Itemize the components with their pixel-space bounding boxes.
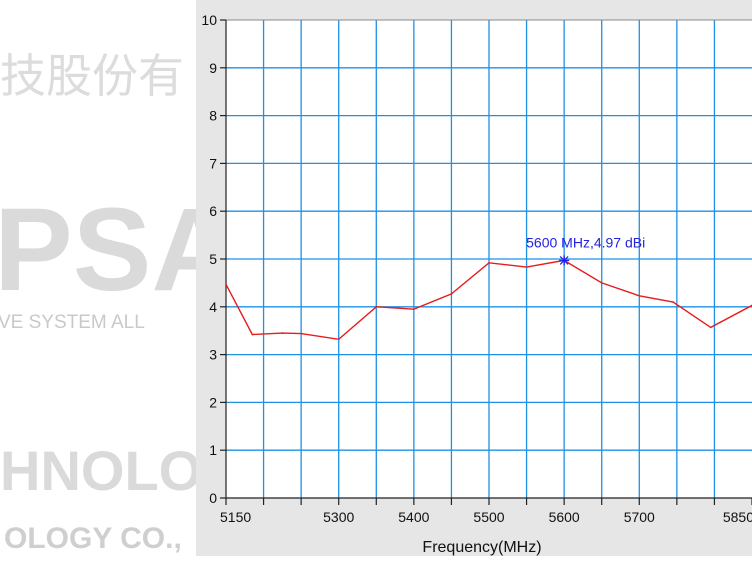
gain-series-line bbox=[225, 259, 752, 341]
peak-marker: 5600 MHz,4.97 dBi bbox=[526, 234, 645, 266]
data-point bbox=[709, 326, 712, 329]
y-tick-label: 6 bbox=[209, 203, 217, 219]
gain-chart: 0 1 2 3 4 5 6 7 8 9 10 5150 5300 5400 5500 5600 5700 5850… bbox=[201, 12, 752, 556]
y-tick-label: 2 bbox=[209, 394, 217, 410]
data-point bbox=[337, 338, 340, 341]
data-point bbox=[450, 293, 453, 295]
y-tick-label: 1 bbox=[209, 442, 217, 458]
watermark-text-3: VE SYSTEM ALL bbox=[0, 312, 145, 333]
marker-label: 5600 MHz,4.97 dBi bbox=[526, 234, 645, 250]
y-tick-label: 0 bbox=[209, 490, 217, 506]
data-point bbox=[413, 308, 415, 310]
y-tick-label: 7 bbox=[209, 155, 217, 171]
axes: 0 1 2 3 4 5 6 7 8 9 10 5150 5300 5400 5500 5600 5700 5850 bbox=[201, 12, 752, 525]
chart-panel: 0 1 2 3 4 5 6 7 8 9 10 5150 5300 5400 5500 5600 5700 5850… bbox=[196, 0, 752, 556]
x-tick-label: 5300 bbox=[323, 509, 354, 525]
data-point bbox=[281, 332, 284, 334]
watermark: 技股份有 PSA VE SYSTEM ALL HNOLOG OLOGY CO., bbox=[0, 0, 200, 556]
y-tick-label: 9 bbox=[209, 60, 217, 76]
data-point bbox=[672, 301, 674, 303]
watermark-text-2: PSA bbox=[0, 184, 200, 316]
data-point bbox=[251, 333, 254, 336]
y-tick-label: 5 bbox=[209, 251, 217, 267]
grid bbox=[226, 19, 752, 498]
series-group: 5600 MHz,4.97 dBi bbox=[225, 234, 752, 341]
x-axis-label: Frequency(MHz) bbox=[422, 539, 541, 556]
data-point bbox=[225, 283, 227, 286]
data-point bbox=[375, 306, 378, 308]
watermark-text-4: HNOLOG bbox=[0, 439, 200, 502]
data-point bbox=[488, 262, 490, 264]
data-point bbox=[300, 332, 302, 335]
marker-line bbox=[559, 256, 569, 265]
x-tick-label: 5150 bbox=[220, 509, 251, 525]
data-point bbox=[600, 282, 603, 284]
x-tick-label: 5850 bbox=[723, 509, 752, 525]
data-point bbox=[638, 295, 641, 297]
y-tick-label: 10 bbox=[201, 12, 217, 28]
watermark-text-1: 技股份有 bbox=[0, 50, 184, 102]
x-tick-label: 5400 bbox=[398, 509, 429, 525]
data-point bbox=[525, 266, 528, 268]
y-tick-label: 3 bbox=[209, 347, 217, 363]
x-tick-label: 5500 bbox=[473, 509, 504, 525]
y-tick-label: 4 bbox=[209, 299, 217, 315]
x-tick-label: 5700 bbox=[624, 509, 655, 525]
x-tick-label: 5600 bbox=[549, 509, 580, 525]
y-tick-label: 8 bbox=[209, 108, 217, 124]
watermark-text-5: OLOGY CO., bbox=[4, 522, 182, 555]
